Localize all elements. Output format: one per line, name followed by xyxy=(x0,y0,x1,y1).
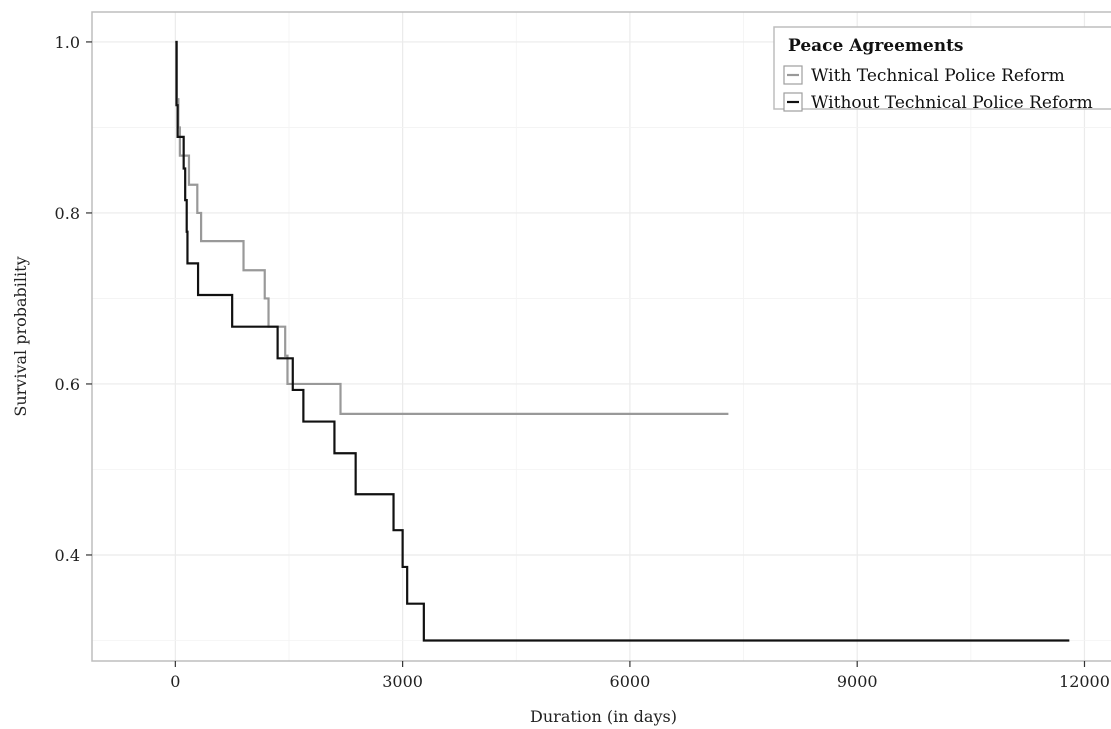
y-axis: 0.4 0.6 0.8 1.0 xyxy=(55,33,92,565)
y-tick-label: 0.8 xyxy=(55,204,80,223)
x-axis: 0 3000 6000 9000 12000 xyxy=(170,661,1110,691)
x-tick-label: 0 xyxy=(170,672,180,691)
legend-box xyxy=(773,26,1111,110)
legend-label: Without Technical Police Reform xyxy=(811,93,1093,113)
plot-frame xyxy=(91,11,1111,662)
y-tick-label: 0.6 xyxy=(55,375,80,394)
y-tick-label: 0.4 xyxy=(55,546,80,565)
legend-title: Peace Agreements xyxy=(788,36,964,56)
x-tick-label: 9000 xyxy=(837,672,878,691)
series-layer xyxy=(175,40,1070,642)
x-tick-label: 12000 xyxy=(1059,672,1110,691)
y-axis-title: Survival probability xyxy=(11,256,30,416)
x-tick-label: 3000 xyxy=(382,672,423,691)
x-axis-title: Duration (in days) xyxy=(530,707,677,726)
legend-items: With Technical Police Reform Without Tech… xyxy=(783,65,1093,113)
x-tick-label: 6000 xyxy=(610,672,651,691)
y-tick-label: 1.0 xyxy=(55,33,80,52)
series-line-1 xyxy=(175,40,729,415)
legend-label: With Technical Police Reform xyxy=(811,66,1065,86)
series-line-2 xyxy=(175,40,1070,642)
legend: Peace Agreements With Technical Police R… xyxy=(773,26,1111,113)
